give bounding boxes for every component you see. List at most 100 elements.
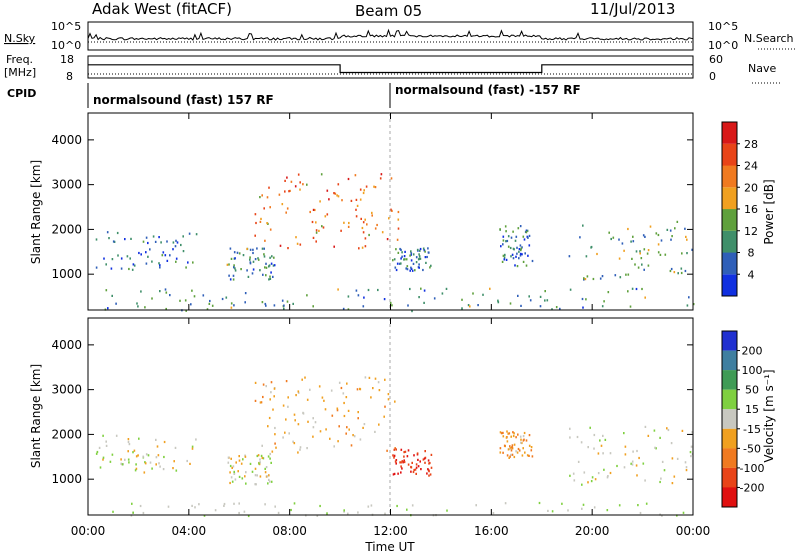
echo-cell bbox=[528, 295, 530, 298]
echo-cell bbox=[410, 259, 413, 262]
echo-cell bbox=[544, 290, 546, 293]
echo-cell bbox=[569, 474, 571, 477]
echo-cell bbox=[184, 299, 187, 302]
echo-cell bbox=[109, 460, 112, 463]
echo-cell bbox=[290, 180, 293, 183]
echo-cell bbox=[136, 302, 138, 305]
echo-cell bbox=[586, 275, 589, 278]
echo-cell bbox=[410, 267, 413, 270]
echo-cell bbox=[142, 240, 145, 243]
echo-cell bbox=[623, 249, 625, 252]
echo-cell bbox=[519, 252, 522, 255]
echo-cell bbox=[445, 287, 448, 290]
echo-cell bbox=[508, 456, 510, 459]
echo-cell bbox=[249, 258, 251, 261]
echo-cell bbox=[514, 264, 516, 267]
echo-cell bbox=[624, 445, 627, 448]
echo-cell bbox=[345, 432, 347, 435]
echo-cell bbox=[175, 239, 177, 242]
echo-cell bbox=[111, 294, 113, 297]
echo-cell bbox=[155, 463, 157, 466]
echo-cell bbox=[653, 429, 656, 432]
echo-cell bbox=[299, 243, 302, 246]
echo-cell bbox=[425, 261, 427, 264]
echo-cell bbox=[254, 213, 257, 216]
echo-cell bbox=[328, 198, 330, 201]
echo-cell bbox=[690, 445, 693, 448]
echo-cell bbox=[422, 247, 425, 250]
echo-cell bbox=[275, 446, 277, 449]
echo-cell bbox=[681, 252, 683, 255]
echo-cell bbox=[265, 466, 268, 469]
echo-cell bbox=[403, 451, 405, 454]
n-sky-label: N.Sky bbox=[4, 32, 36, 45]
echo-cell bbox=[360, 217, 362, 220]
echo-cell bbox=[238, 511, 240, 515]
echo-cell bbox=[600, 444, 603, 447]
echo-cell bbox=[415, 472, 417, 475]
echo-cell bbox=[691, 248, 693, 251]
echo-cell bbox=[417, 458, 419, 461]
echo-cell bbox=[409, 254, 411, 257]
echo-cell bbox=[606, 476, 609, 479]
colorbar-swatch bbox=[722, 230, 737, 253]
echo-cell bbox=[625, 273, 627, 276]
echo-cell bbox=[324, 215, 327, 218]
echo-cell bbox=[362, 426, 364, 429]
echo-cell bbox=[208, 302, 211, 305]
echo-cell bbox=[603, 300, 605, 303]
echo-cell bbox=[319, 504, 321, 508]
echo-cell bbox=[333, 192, 335, 195]
echo-cell bbox=[601, 305, 604, 308]
echo-cell bbox=[209, 299, 211, 303]
x-tick-label: 16:00 bbox=[474, 524, 509, 538]
echo-cell bbox=[387, 398, 390, 401]
echo-cell bbox=[526, 229, 529, 232]
echo-cell bbox=[260, 401, 263, 404]
echo-cell bbox=[159, 266, 161, 269]
echo-cell bbox=[158, 462, 160, 465]
echo-cell bbox=[513, 455, 516, 459]
echo-cell bbox=[223, 504, 225, 507]
echo-cell bbox=[147, 454, 150, 457]
echo-cell bbox=[509, 447, 512, 450]
echo-cell bbox=[247, 275, 250, 278]
echo-cell bbox=[396, 504, 398, 508]
echo-cell bbox=[619, 276, 622, 279]
echo-cell bbox=[400, 448, 403, 451]
echo-cell bbox=[559, 307, 561, 310]
echo-cell bbox=[356, 204, 359, 207]
echo-cell bbox=[325, 428, 327, 431]
echo-cell bbox=[509, 445, 511, 448]
echo-cell bbox=[597, 452, 600, 455]
echo-cell bbox=[133, 264, 136, 267]
colorbar-tick-label: -50 bbox=[743, 442, 761, 455]
echo-cell bbox=[631, 463, 634, 466]
echo-cell bbox=[393, 258, 396, 261]
echo-cell bbox=[315, 240, 317, 243]
echo-cell bbox=[365, 185, 368, 188]
echo-cell bbox=[524, 252, 526, 255]
echo-cell bbox=[163, 455, 165, 459]
colorbar-tick-label: 50 bbox=[745, 384, 759, 397]
echo-cell bbox=[127, 438, 130, 441]
echo-cell bbox=[635, 250, 638, 253]
echo-cell bbox=[519, 254, 522, 257]
echo-cell bbox=[364, 245, 367, 248]
echo-cell bbox=[350, 444, 353, 447]
echo-cell bbox=[352, 434, 354, 437]
echo-cell bbox=[603, 468, 605, 471]
echo-cell bbox=[211, 304, 214, 307]
echo-cell bbox=[523, 431, 526, 435]
echo-cell bbox=[368, 376, 371, 379]
echo-cell bbox=[627, 227, 629, 231]
echo-cell bbox=[319, 430, 322, 433]
echo-cell bbox=[414, 468, 417, 471]
echo-cell bbox=[403, 455, 405, 458]
colorbar-tick-label: -200 bbox=[740, 481, 765, 494]
echo-cell bbox=[273, 304, 276, 307]
echo-cell bbox=[424, 461, 426, 464]
echo-cell bbox=[528, 454, 530, 457]
echo-cell bbox=[341, 199, 343, 202]
echo-cell bbox=[417, 465, 420, 468]
